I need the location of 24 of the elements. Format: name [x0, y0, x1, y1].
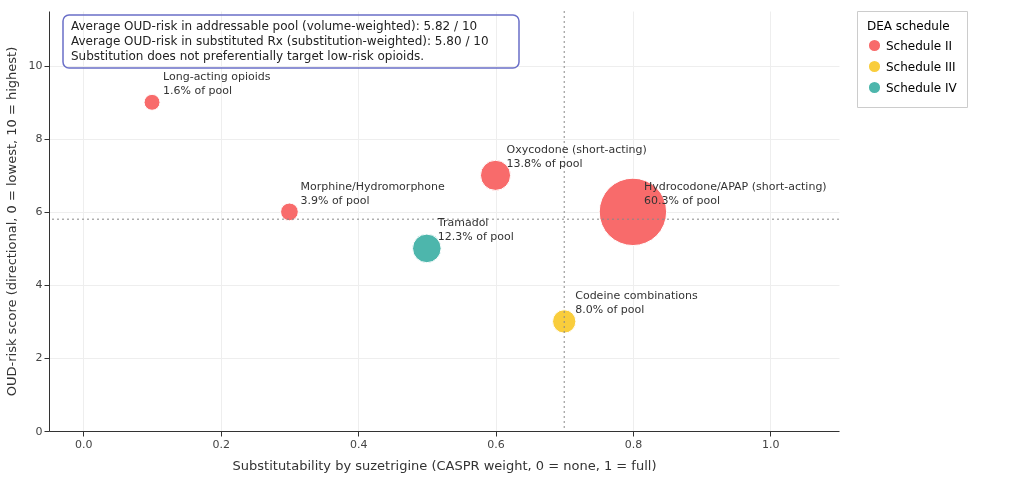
- legend-label: Schedule III: [886, 59, 956, 74]
- x-tick-label: 0.2: [212, 437, 230, 451]
- annotation: Long-acting opioids 1.6% of pool: [163, 70, 271, 98]
- x-axis-title: Substitutability by suzetrigine (CASPR weight, 0 = none, 1 = full): [232, 457, 657, 473]
- annotation: Tramadol 12.3% of pool: [436, 216, 514, 244]
- x-tick-label: 0.8: [624, 437, 643, 451]
- annotation: Oxycodone (short-acting) 13.8% of pool: [506, 143, 647, 171]
- x-tick-label: 0.4: [349, 437, 368, 451]
- annotation: Codeine combinations 8.0% of pool: [575, 289, 698, 317]
- y-tick-label: 10: [28, 59, 43, 73]
- y-tick-label: 2: [35, 351, 43, 365]
- x-tick-label: 1.0: [762, 437, 780, 451]
- y-tick-label: 4: [35, 278, 43, 292]
- annotation: Average OUD-risk in addressable pool (volume-weighted): 5.82 / 10 Average OUD-risk in substituted Rx (substitution-weighted): 5.80 / 10 Substitution does not preferentially target low-risk opioids.: [71, 19, 489, 63]
- legend-title: DEA schedule: [867, 19, 950, 33]
- y-tick-label: 6: [35, 205, 43, 219]
- annotation: Morphine/Hydromorphone 3.9% of pool: [300, 179, 446, 207]
- y-tick-label: 0: [35, 424, 43, 438]
- x-tick-label: 0.0: [75, 437, 93, 451]
- x-tick-label: 0.6: [487, 437, 505, 451]
- y-axis-title: OUD-risk score (directional, 0 = lowest, 10 = highest): [3, 46, 19, 397]
- legend-label: Schedule II: [886, 38, 953, 53]
- y-tick-label: 8: [35, 132, 43, 146]
- legend-label: Schedule IV: [886, 80, 958, 95]
